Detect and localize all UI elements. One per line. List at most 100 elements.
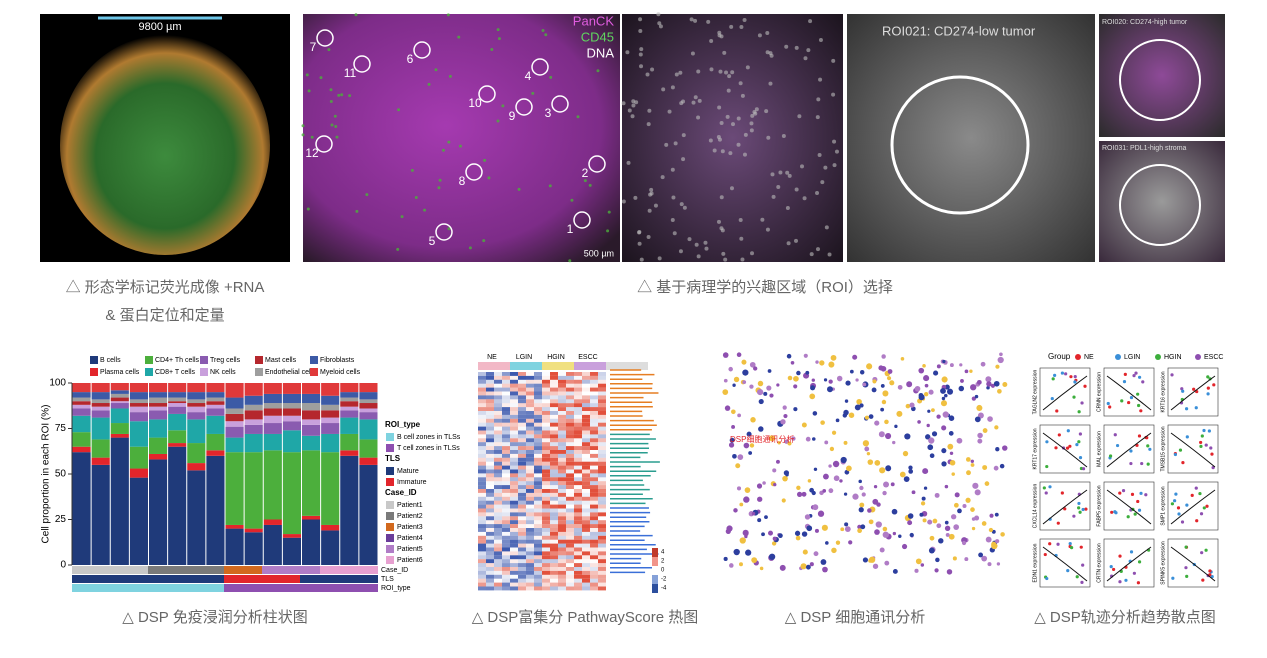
comm-dot xyxy=(739,562,743,567)
roi-number: 12 xyxy=(305,146,319,160)
mini-dot xyxy=(1190,493,1194,497)
texture-dot xyxy=(483,158,487,162)
bar-segment xyxy=(168,392,187,398)
bar-segment xyxy=(225,408,244,414)
bar-segment xyxy=(187,419,206,444)
heat-cell xyxy=(502,392,510,396)
texture-dot xyxy=(327,48,331,52)
texture-dot xyxy=(661,87,666,92)
comm-dot xyxy=(927,409,931,413)
comm-dot xyxy=(813,467,818,472)
texture-dot xyxy=(487,176,491,180)
heat-cell xyxy=(510,407,518,411)
heat-cell xyxy=(574,543,582,548)
heat-cell xyxy=(542,574,550,579)
mini-dot xyxy=(1081,563,1085,567)
group-label: HGIN xyxy=(547,354,565,361)
heat-cell xyxy=(534,446,542,450)
heat-cell xyxy=(534,586,542,591)
legend-label: Patient4 xyxy=(397,535,423,542)
heat-cell xyxy=(582,504,590,509)
comm-dot xyxy=(911,406,916,412)
heat-cell xyxy=(478,485,486,489)
bar-segment xyxy=(110,408,129,424)
heat-cell xyxy=(558,547,566,552)
heat-cell xyxy=(542,520,550,525)
roi-number: 8 xyxy=(459,174,466,188)
heat-cell xyxy=(526,442,534,447)
heat-cell xyxy=(494,387,502,392)
texture-dot xyxy=(645,72,650,77)
heat-cell xyxy=(550,461,558,466)
bar-segment xyxy=(110,397,129,402)
heat-cell xyxy=(518,438,526,443)
heat-cell xyxy=(510,489,518,493)
heat-cell xyxy=(526,481,534,486)
heat-cell xyxy=(558,500,566,505)
heat-cell xyxy=(550,579,558,583)
caption: & 蛋白定位和定量 xyxy=(105,307,224,324)
comm-dot xyxy=(948,415,955,421)
heat-cell xyxy=(582,450,590,454)
texture-dot xyxy=(769,53,774,58)
heat-cell xyxy=(558,411,566,415)
heat-cell xyxy=(510,504,518,509)
heat-cell xyxy=(566,567,574,571)
heat-cell xyxy=(558,414,566,419)
comm-dot xyxy=(936,523,942,529)
heat-cell xyxy=(542,563,550,567)
group-label: NE xyxy=(487,354,497,361)
heat-cell xyxy=(566,407,574,411)
legend-swatch xyxy=(386,501,394,509)
comm-dot xyxy=(884,560,890,566)
heat-cell xyxy=(526,492,534,497)
comm-dot xyxy=(1002,382,1008,387)
heat-cell xyxy=(486,450,494,454)
heat-cell xyxy=(502,512,510,517)
heat-cell xyxy=(582,375,590,380)
legend-swatch xyxy=(386,478,394,486)
comm-dot xyxy=(739,537,746,544)
texture-dot xyxy=(670,217,675,222)
heat-cell xyxy=(542,457,550,462)
mini-dot xyxy=(1113,433,1117,437)
heat-cell xyxy=(486,559,494,564)
heat-cell xyxy=(502,403,510,408)
heat-cell xyxy=(526,395,534,400)
texture-dot xyxy=(434,68,438,72)
heat-cell xyxy=(510,395,518,400)
comm-dot xyxy=(875,521,882,528)
heat-cell xyxy=(598,535,606,540)
heat-cell xyxy=(558,473,566,478)
texture-dot xyxy=(738,81,743,86)
mini-dot xyxy=(1112,567,1116,572)
heat-cell xyxy=(494,570,502,575)
texture-dot xyxy=(742,17,747,22)
heat-cell xyxy=(526,473,534,478)
heat-cell xyxy=(510,418,518,423)
texture-dot xyxy=(570,198,574,202)
bar-segment xyxy=(340,392,359,398)
heat-cell xyxy=(486,539,494,544)
mini-dot xyxy=(1174,492,1178,496)
texture-dot xyxy=(786,241,791,246)
heat-cell xyxy=(598,379,606,384)
heat-cell xyxy=(598,399,606,404)
texture-dot xyxy=(606,229,610,233)
comm-dot xyxy=(796,491,803,497)
legend-swatch xyxy=(145,356,153,364)
scale-swatch xyxy=(652,575,658,584)
heat-cell xyxy=(542,555,550,560)
comm-dot xyxy=(750,417,756,423)
mini-dot xyxy=(1054,446,1058,450)
heat-cell xyxy=(566,391,574,396)
heat-cell xyxy=(534,551,542,556)
heat-cell xyxy=(478,512,486,517)
heat-cell xyxy=(494,520,502,525)
heat-cell xyxy=(542,504,550,509)
comm-dot xyxy=(852,354,858,360)
heat-cell xyxy=(550,547,558,552)
heat-cell xyxy=(558,426,566,431)
comm-dot xyxy=(795,535,801,541)
